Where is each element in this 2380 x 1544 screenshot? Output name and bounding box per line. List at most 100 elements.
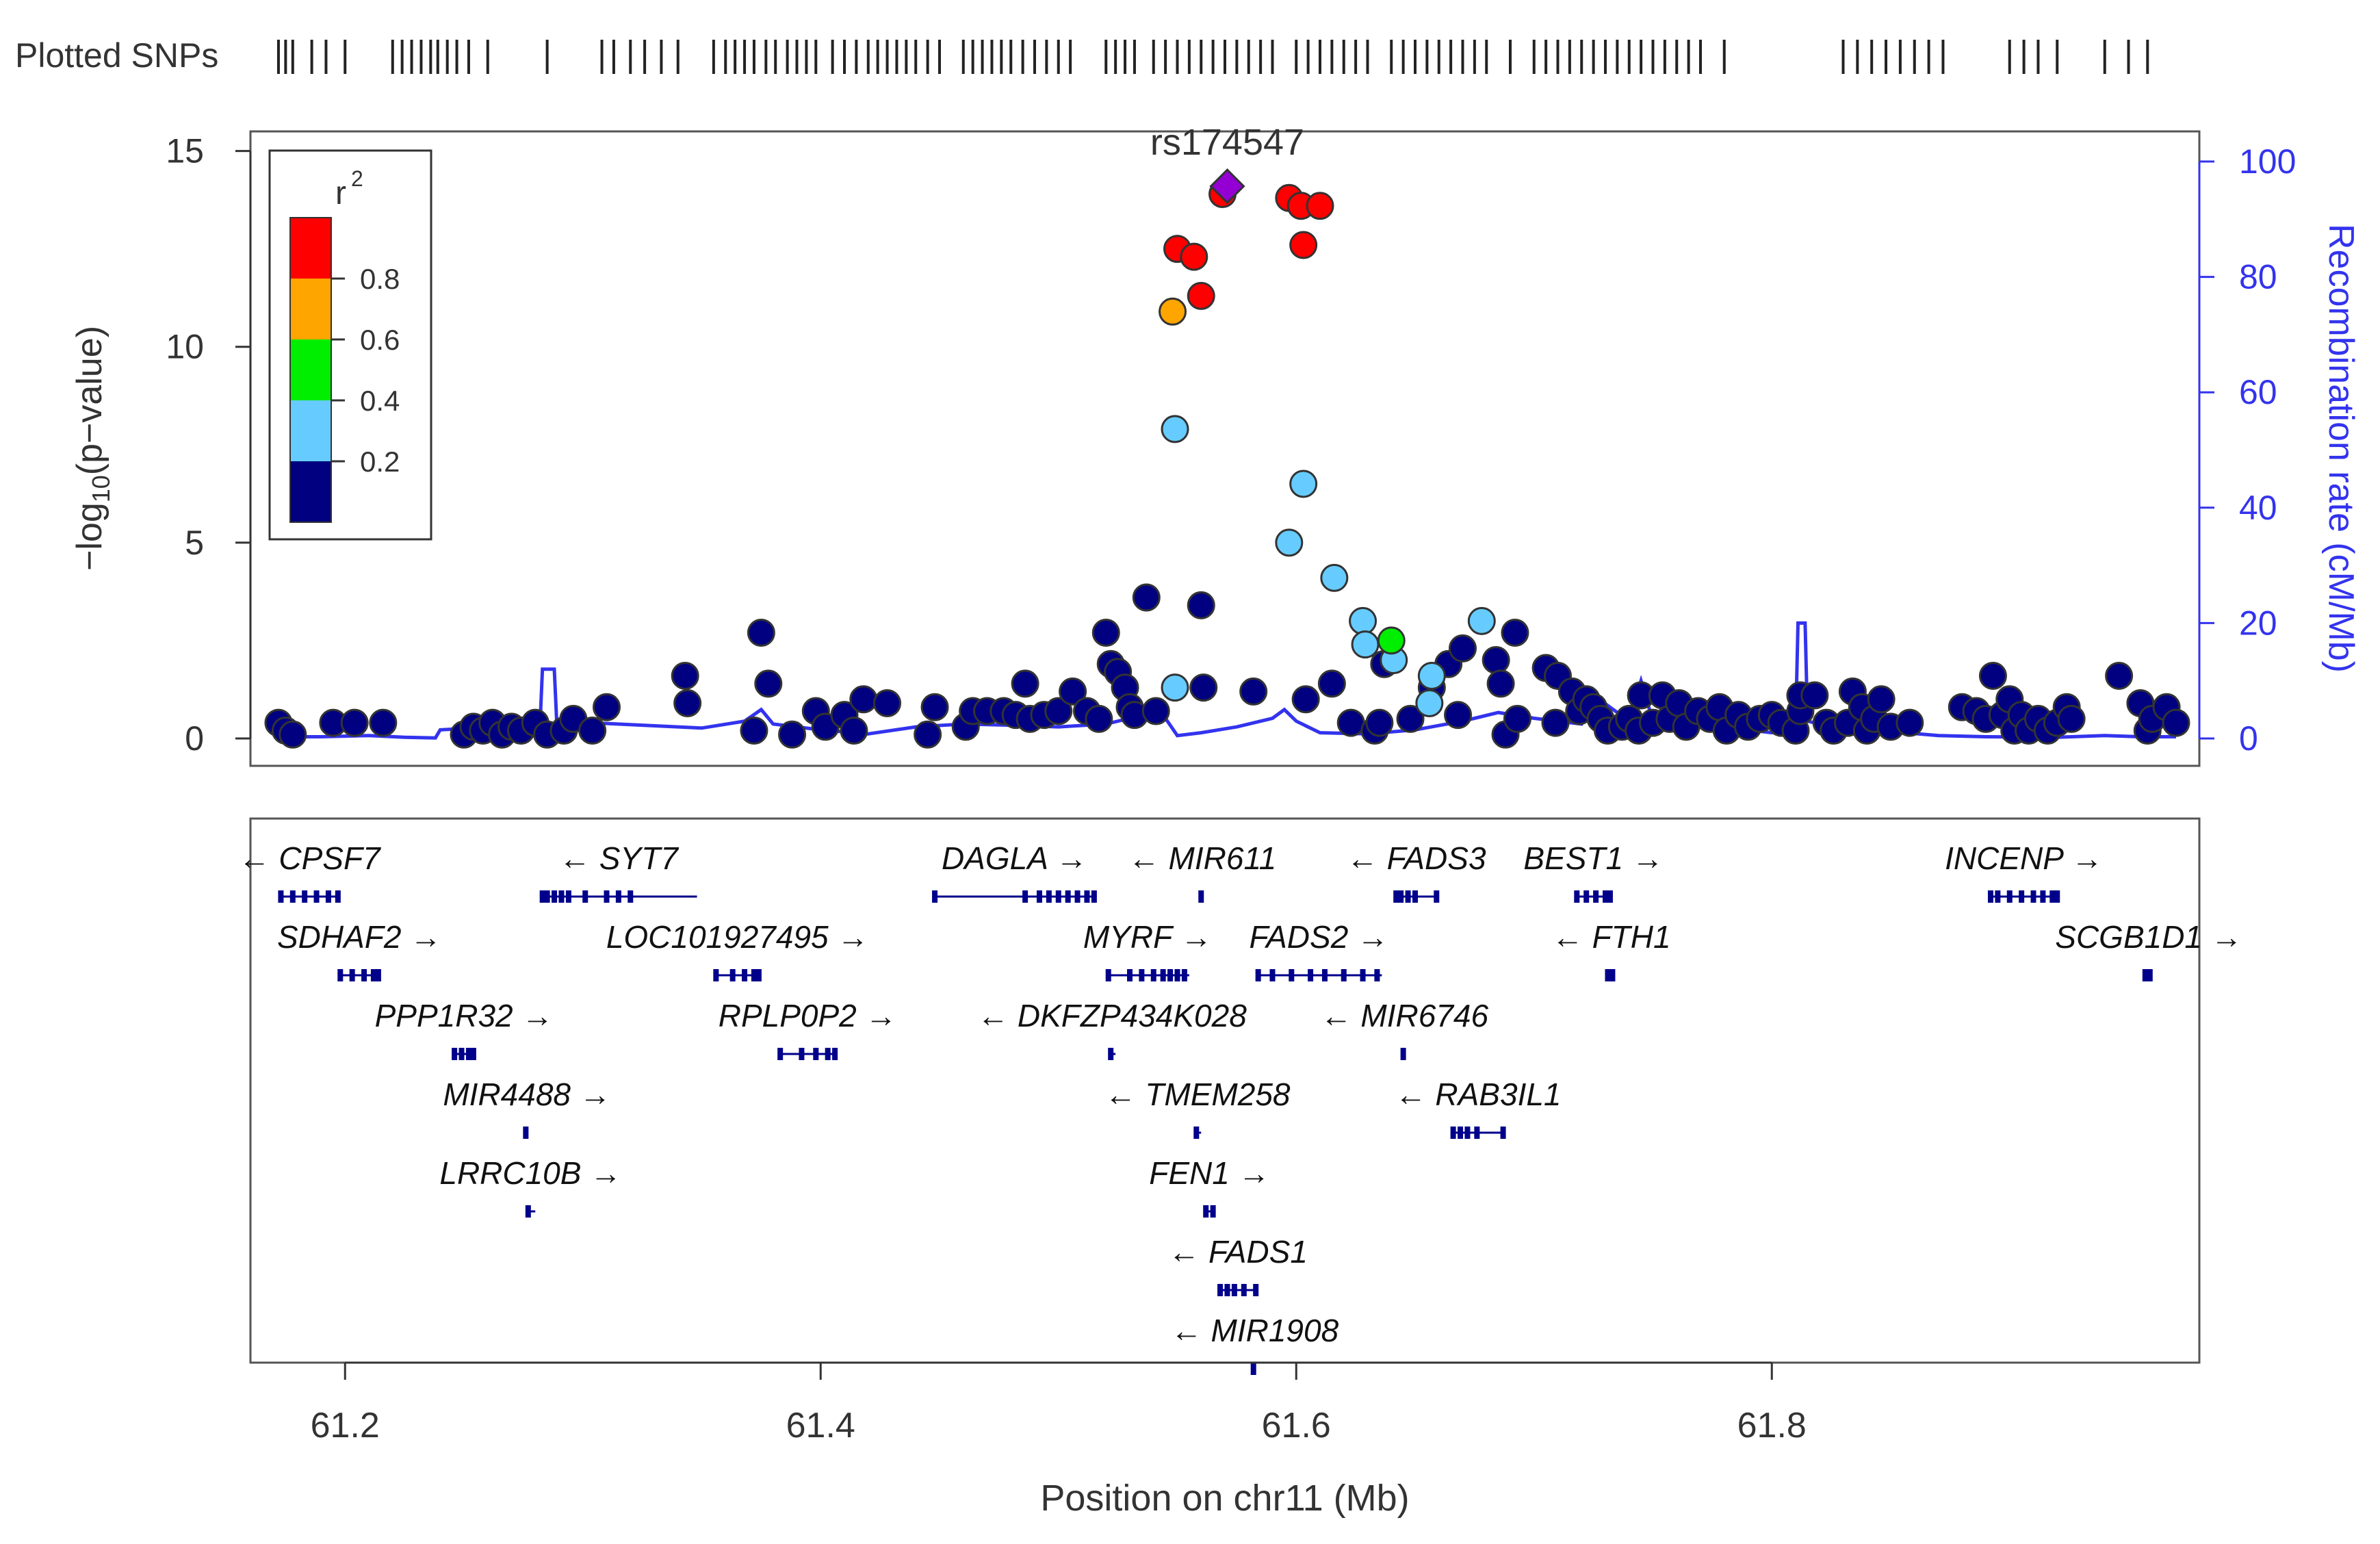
gene-exon [1434, 890, 1440, 903]
gene-exon [452, 1048, 458, 1060]
gene-exon [1412, 890, 1418, 903]
snp-point [1091, 618, 1120, 647]
gene-dkfzp434k028: ← DKFZP434K028 [977, 998, 1247, 1060]
gene-exon [1127, 969, 1133, 981]
gene-exon [813, 1048, 819, 1060]
gene-exon [729, 969, 736, 981]
gene-exon [1500, 1127, 1506, 1139]
gene-exon [1210, 1205, 1216, 1218]
gene-exon [825, 1048, 831, 1060]
y-axis-label-subscript: 10 [87, 475, 115, 502]
gene-exon [1253, 1284, 1259, 1296]
snp-point [671, 661, 699, 690]
gene-exon [1250, 1363, 1256, 1375]
gene-exon [302, 890, 308, 903]
x-tick-label: 61.8 [1737, 1406, 1807, 1445]
snp-point [1349, 606, 1377, 635]
gene-label: FADS2 → [1249, 919, 1388, 955]
gene-label: INCENP → [1945, 840, 2103, 876]
snp-points [264, 168, 2190, 749]
gene-label: PPP1R32 → [375, 998, 554, 1033]
legend-title-superscript: 2 [351, 166, 363, 191]
snp-point [1800, 681, 1829, 710]
y2-tick-label: 60 [2239, 373, 2277, 411]
x-axis: 61.2 61.4 61.6 61.8 [311, 1361, 1807, 1445]
gene-exon [289, 890, 296, 903]
gene-label: ← CPSF7 [239, 840, 381, 876]
gene-exon [1987, 890, 1993, 903]
y2-axis-label: Recombination rate (cM/Mb) [2321, 224, 2361, 673]
gene-exon [523, 1127, 529, 1139]
snp-point [340, 708, 369, 737]
recombination-rate-line [274, 621, 2176, 740]
gene-exon [1464, 1127, 1471, 1139]
gene-exon [1593, 890, 1599, 903]
gene-exon [1321, 969, 1328, 981]
gene-exon [1139, 969, 1145, 981]
gene-exon [742, 969, 748, 981]
gene-fads1: ← FADS1 [1168, 1234, 1308, 1296]
gene-exon [1603, 890, 1608, 903]
snp-point [1501, 618, 1529, 647]
gene-mir1908: ← MIR1908 [1171, 1313, 1339, 1375]
gene-incenp: INCENP → [1945, 840, 2103, 903]
legend-bin [290, 339, 331, 400]
gene-label: LOC101927495 → [606, 919, 869, 955]
gene-exon [1174, 969, 1180, 981]
legend-bin [290, 279, 331, 339]
gene-label: ← DKFZP434K028 [977, 998, 1247, 1033]
y2-tick-label: 40 [2239, 489, 2277, 527]
gene-track: ← CPSF7 ← SYT7 DAGLA → ← MIR611 ← FADS3 BEST1… [239, 840, 2242, 1375]
snp-point [2057, 704, 2086, 733]
snp-point [369, 708, 398, 737]
gene-exon [1084, 890, 1090, 903]
gene-exon [1405, 890, 1411, 903]
gene-exon [1105, 969, 1111, 981]
gene-exon [1203, 1205, 1209, 1218]
snp-point [1141, 697, 1170, 725]
gene-label: MIR4488 → [443, 1077, 610, 1112]
snp-point [1161, 415, 1189, 443]
gene-exon [1217, 1284, 1224, 1296]
snp-point [1291, 685, 1320, 714]
legend-bin [290, 218, 331, 279]
gene-exon [544, 890, 550, 903]
gene-label: BEST1 → [1523, 840, 1664, 876]
gene-exon [1607, 890, 1613, 903]
gene-exon [2147, 969, 2153, 981]
gene-label: ← MIR611 [1128, 840, 1276, 876]
gene-exon [604, 890, 610, 903]
gene-exon [628, 890, 634, 903]
y2-tick-label: 20 [2239, 604, 2277, 642]
gene-exon [1036, 890, 1042, 903]
gene-exon [458, 1048, 465, 1060]
gene-exon [1091, 890, 1097, 903]
y-tick-label: 15 [166, 132, 204, 170]
snp-point [1336, 708, 1365, 737]
gene-exon [2142, 969, 2148, 981]
gene-exon [2030, 890, 2036, 903]
gene-fads3: ← FADS3 [1347, 840, 1486, 903]
snp-point [2105, 661, 2134, 690]
gene-fth1: ← FTH1 [1552, 919, 1671, 981]
gene-label: LRRC10B → [439, 1155, 621, 1191]
gene-exon [799, 1048, 805, 1060]
gene-sdhaf2: SDHAF2 → [277, 919, 441, 981]
snp-point [1180, 242, 1208, 271]
gene-exon [337, 969, 344, 981]
snp-point [1289, 231, 1318, 259]
gene-myrf: MYRF → [1083, 919, 1212, 981]
snp-point [2162, 708, 2190, 737]
gene-label: ← SYT7 [559, 840, 679, 876]
gene-exon [370, 969, 376, 981]
snp-point [1486, 669, 1515, 698]
x-tick-label: 61.2 [311, 1406, 380, 1445]
gene-exon [777, 1048, 784, 1060]
snp-point [1306, 192, 1334, 220]
gene-exon [1398, 890, 1404, 903]
legend-bin [290, 400, 331, 461]
gene-exon [832, 1048, 838, 1060]
gene-exon [1074, 890, 1081, 903]
snp-point [754, 669, 783, 698]
y-tick-label: 5 [185, 524, 204, 562]
